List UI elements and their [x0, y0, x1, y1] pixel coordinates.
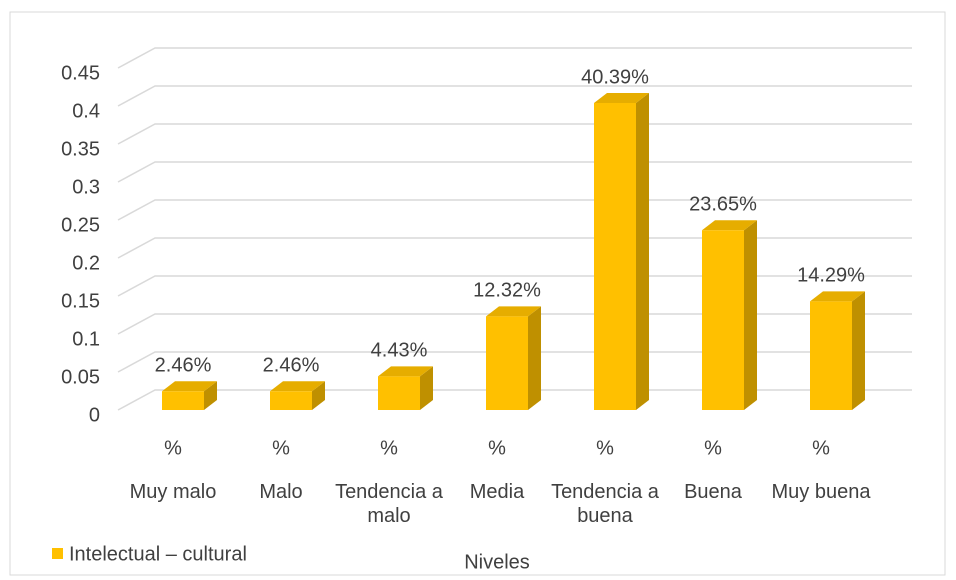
chart-border [9, 11, 946, 576]
x-sublabel: % [488, 437, 506, 459]
bar-top [810, 291, 865, 302]
x-axis-title: Niveles [464, 551, 530, 573]
bar-front [810, 301, 852, 410]
x-tick-label: Malo [259, 481, 303, 503]
x-tick-label: Buena [684, 481, 742, 503]
bar-top [594, 93, 649, 104]
bar [810, 291, 865, 410]
data-label: 40.39% [581, 66, 649, 88]
bar-top [270, 381, 325, 392]
data-label: 23.65% [689, 194, 757, 216]
bar-front [162, 391, 204, 410]
x-sublabel: % [164, 437, 182, 459]
grid-line [117, 275, 912, 297]
bar [378, 366, 433, 410]
data-label: 14.29% [797, 265, 865, 287]
y-tick-label: 0 [89, 404, 100, 426]
x-sublabel: % [704, 437, 722, 459]
y-tick-label: 0.1 [72, 328, 100, 350]
legend-swatch [52, 548, 63, 559]
grid-line [117, 313, 912, 335]
bar-top [702, 220, 757, 231]
x-sublabel: % [596, 437, 614, 459]
bar-top [162, 381, 217, 392]
bar [162, 381, 217, 410]
y-tick-label: 0.4 [72, 100, 100, 122]
y-tick-label: 0.15 [61, 290, 100, 312]
x-tick-label: Muy buena [771, 481, 871, 503]
x-sublabel: % [380, 437, 398, 459]
x-tick-label: Media [469, 481, 525, 503]
bar [270, 381, 325, 410]
data-label: 2.46% [263, 355, 320, 377]
data-label: 2.46% [155, 355, 212, 377]
legend-label: Intelectual – cultural [69, 543, 247, 565]
grid-line [117, 47, 912, 69]
data-label: 12.32% [473, 280, 541, 302]
x-sublabel: % [272, 437, 290, 459]
bar-front [594, 103, 636, 410]
bar [702, 220, 757, 410]
bar-front [702, 230, 744, 410]
bar-side [636, 93, 649, 410]
bar-side [744, 220, 757, 410]
grid-line [117, 237, 912, 259]
bar-front [270, 391, 312, 410]
bar [486, 306, 541, 410]
bar-front [486, 316, 528, 410]
bar-side [420, 366, 433, 410]
y-tick-label: 0.05 [61, 366, 100, 388]
grid-line [117, 123, 912, 145]
bar [594, 93, 649, 410]
x-sublabel: % [812, 437, 830, 459]
y-tick-label: 0.3 [72, 176, 100, 198]
grid-line [117, 351, 912, 373]
bar-front [378, 376, 420, 410]
x-tick-label: Tendencia a buena [551, 481, 659, 527]
x-tick-label: Tendencia a malo [335, 481, 443, 527]
grid-line [117, 389, 912, 411]
grid-line [117, 199, 912, 221]
grid-line [117, 85, 912, 107]
bar-side [852, 291, 865, 410]
bar-top [378, 366, 433, 377]
bar-side [528, 306, 541, 410]
y-tick-label: 0.25 [61, 214, 100, 236]
data-label: 4.43% [371, 340, 428, 362]
grid-line [117, 161, 912, 183]
bar-side [312, 381, 325, 410]
bar-side [204, 381, 217, 410]
y-tick-label: 0.35 [61, 138, 100, 160]
bar-top [486, 306, 541, 317]
x-tick-label: Muy malo [129, 481, 217, 503]
y-tick-label: 0.2 [72, 252, 100, 274]
y-tick-label: 0.45 [61, 62, 100, 84]
